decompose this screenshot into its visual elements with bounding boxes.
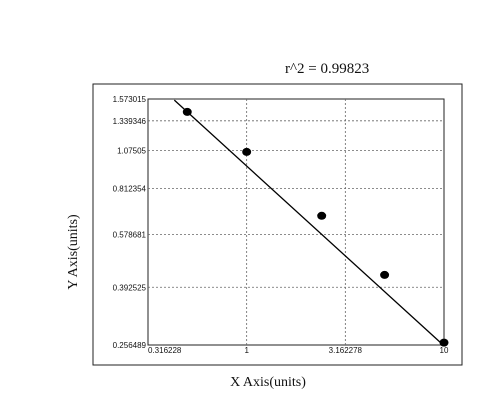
y-tick-label: 1.339346 bbox=[113, 117, 147, 126]
y-tick-label: 0.256489 bbox=[113, 341, 147, 350]
data-point bbox=[439, 338, 449, 347]
x-axis-label: X Axis(units) bbox=[230, 375, 306, 390]
fit-line bbox=[173, 99, 445, 347]
x-tick-label: 0.316228 bbox=[148, 346, 182, 355]
r-squared-annotation: r^2 = 0.99823 bbox=[285, 61, 369, 77]
x-tick-label: 1 bbox=[244, 346, 249, 355]
data-points bbox=[182, 107, 449, 347]
y-axis-label: Y Axis(units) bbox=[66, 214, 81, 290]
tick-labels: 0.316228 1 3.162278 10 1.573015 1.339346 1.075… bbox=[113, 95, 449, 355]
plot-area bbox=[147, 98, 445, 346]
chart-frame bbox=[92, 83, 463, 366]
data-point bbox=[182, 107, 192, 116]
data-point bbox=[242, 147, 252, 156]
data-point bbox=[317, 211, 327, 220]
y-tick-label: 0.812354 bbox=[113, 185, 147, 194]
x-tick-label: 3.162278 bbox=[329, 346, 363, 355]
grid-lines bbox=[148, 99, 444, 345]
y-tick-label: 1.07505 bbox=[117, 147, 146, 156]
y-tick-label: 1.573015 bbox=[113, 95, 147, 104]
y-tick-label: 0.392525 bbox=[113, 283, 147, 292]
data-point bbox=[380, 270, 390, 279]
y-tick-label: 0.578681 bbox=[113, 231, 147, 240]
x-tick-label: 10 bbox=[440, 346, 449, 355]
